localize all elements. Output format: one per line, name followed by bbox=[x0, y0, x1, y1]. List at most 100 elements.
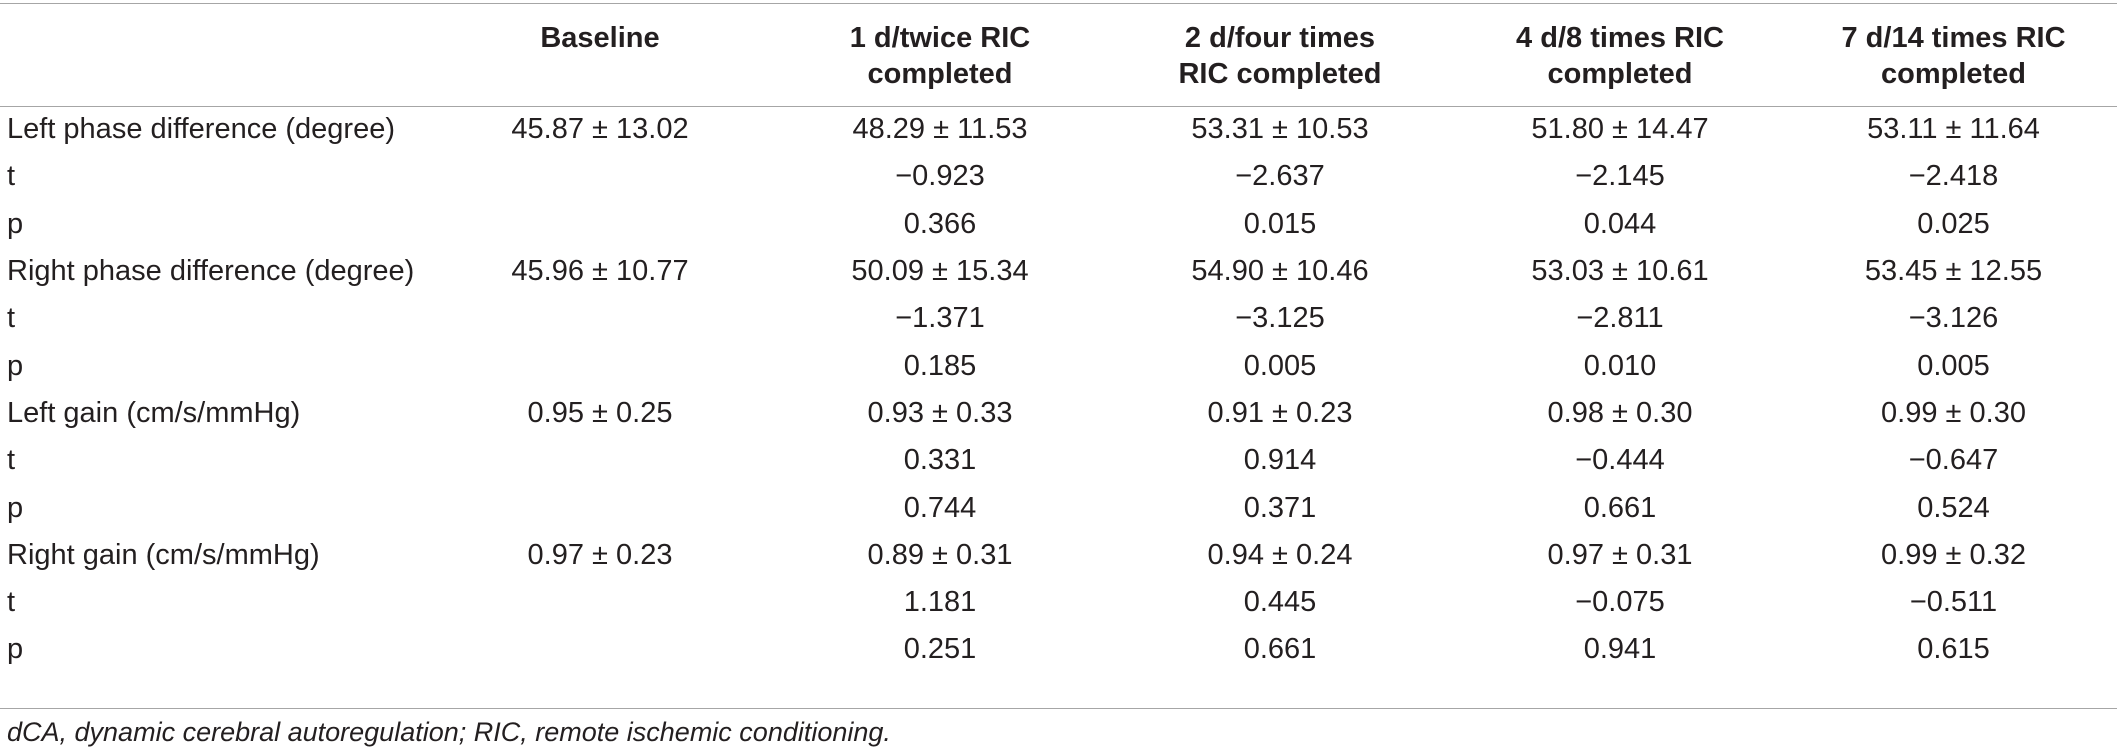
column-header: Baseline bbox=[430, 16, 770, 106]
table-row: t −0.923 −2.637 −2.145 −2.418 bbox=[0, 153, 2117, 200]
column-header: 7 d/14 times RIC completed bbox=[1790, 16, 2117, 106]
table-cell: 0.91 ± 0.23 bbox=[1207, 396, 1353, 429]
table-cell: 0.371 bbox=[1243, 491, 1317, 524]
table-cell: 0.185 bbox=[903, 349, 977, 382]
row-label: Left phase difference (degree) bbox=[7, 113, 396, 146]
row-label: Left gain (cm/s/mmHg) bbox=[7, 396, 301, 429]
table-cell: 0.005 bbox=[1917, 349, 1990, 382]
table-cell: 0.744 bbox=[903, 491, 977, 524]
table-header: Baseline 1 d/twice RIC completed 2 d/four t… bbox=[0, 16, 2117, 106]
column-header-line: completed bbox=[1547, 58, 1693, 90]
table-cell: 0.89 ± 0.31 bbox=[867, 538, 1013, 571]
table-cell: −0.511 bbox=[1909, 586, 1998, 619]
row-label: Right phase difference (degree) bbox=[7, 255, 415, 288]
table-cell: 0.015 bbox=[1243, 207, 1317, 240]
table-cell: 53.11 ± 11.64 bbox=[1867, 113, 2040, 146]
row-label: p bbox=[7, 349, 24, 382]
table-cell: −2.811 bbox=[1576, 302, 1664, 335]
table-cell: −0.923 bbox=[895, 160, 985, 193]
table-cell: 1.181 bbox=[903, 586, 977, 619]
table-cell bbox=[430, 437, 770, 484]
table-cell: 0.97 ± 0.23 bbox=[527, 538, 673, 571]
table-cell: −3.126 bbox=[1908, 302, 1999, 335]
table-cell: 0.95 ± 0.25 bbox=[527, 396, 673, 429]
table-cell: 45.87 ± 13.02 bbox=[511, 113, 689, 146]
column-header: 4 d/8 times RIC completed bbox=[1450, 16, 1790, 106]
column-header-line: completed bbox=[1880, 58, 2027, 90]
table-top-rule bbox=[0, 3, 2117, 4]
column-header: 1 d/twice RIC completed bbox=[770, 16, 1110, 106]
table-cell: 53.31 ± 10.53 bbox=[1191, 113, 1369, 146]
table-row: Right gain (cm/s/mmHg) 0.97 ± 0.23 0.89 ± … bbox=[0, 532, 2117, 579]
table-cell: 0.524 bbox=[1917, 491, 1990, 524]
table-cell bbox=[430, 579, 770, 626]
row-label: p bbox=[7, 633, 24, 666]
table-row: Left phase difference (degree) 45.87 ± 13… bbox=[0, 106, 2117, 153]
table-row: p 0.744 0.371 0.661 0.524 bbox=[0, 484, 2117, 531]
table-cell bbox=[430, 295, 770, 342]
column-header-line: 4 d/8 times RIC bbox=[1516, 22, 1724, 54]
table-bottom-rule bbox=[0, 708, 2117, 709]
table-cell: 45.96 ± 10.77 bbox=[511, 255, 689, 288]
table-cell: 0.97 ± 0.31 bbox=[1547, 538, 1693, 571]
table-header-rule bbox=[0, 106, 2117, 107]
table-cell: 50.09 ± 15.34 bbox=[851, 255, 1029, 288]
results-table: Baseline 1 d/twice RIC completed 2 d/four t… bbox=[0, 16, 2117, 674]
table-cell: 0.98 ± 0.30 bbox=[1547, 396, 1693, 429]
table-row: p 0.251 0.661 0.941 0.615 bbox=[0, 626, 2117, 673]
table-cell bbox=[430, 153, 770, 200]
table-cell: 0.615 bbox=[1917, 633, 1990, 666]
table-cell: 0.005 bbox=[1243, 349, 1317, 382]
table-cell: 0.93 ± 0.33 bbox=[867, 396, 1013, 429]
table-cell: 0.99 ± 0.32 bbox=[1881, 538, 2026, 571]
table-cell: 48.29 ± 11.53 bbox=[852, 113, 1028, 146]
column-header-line: completed bbox=[867, 58, 1013, 90]
table-cell: 0.044 bbox=[1583, 207, 1657, 240]
table-row: t −1.371 −3.125 −2.811 −3.126 bbox=[0, 295, 2117, 342]
table-cell: −0.444 bbox=[1575, 444, 1665, 477]
column-header-line: 7 d/14 times RIC bbox=[1841, 22, 2066, 54]
table-cell: 0.99 ± 0.30 bbox=[1881, 396, 2026, 429]
table-cell: 53.03 ± 10.61 bbox=[1531, 255, 1709, 288]
table-cell: 54.90 ± 10.46 bbox=[1191, 255, 1369, 288]
table-cell: −0.075 bbox=[1575, 586, 1665, 619]
table-cell: 0.251 bbox=[903, 633, 977, 666]
table-cell bbox=[430, 342, 770, 389]
row-label: t bbox=[7, 586, 16, 619]
column-header-line: RIC completed bbox=[1178, 58, 1382, 90]
row-label: t bbox=[7, 444, 16, 477]
table-cell: −2.418 bbox=[1908, 160, 1999, 193]
table-cell: 0.941 bbox=[1583, 633, 1657, 666]
row-label: p bbox=[7, 207, 24, 240]
table-row: p 0.185 0.005 0.010 0.005 bbox=[0, 342, 2117, 389]
table-row: Left gain (cm/s/mmHg) 0.95 ± 0.25 0.93 ± 0… bbox=[0, 390, 2117, 437]
table-cell: 51.80 ± 14.47 bbox=[1531, 113, 1709, 146]
table-row: t 1.181 0.445 −0.075 −0.511 bbox=[0, 579, 2117, 626]
table-cell: −2.637 bbox=[1235, 160, 1325, 193]
table-cell: 53.45 ± 12.55 bbox=[1864, 255, 2043, 288]
table-cell bbox=[430, 201, 770, 248]
table-cell: 0.366 bbox=[903, 207, 977, 240]
column-header-line: Baseline bbox=[540, 22, 660, 54]
table-cell: 0.661 bbox=[1583, 491, 1657, 524]
row-label: Right gain (cm/s/mmHg) bbox=[7, 538, 320, 571]
table-footnote: dCA, dynamic cerebral autoregulation; RI… bbox=[7, 717, 891, 747]
table-cell bbox=[430, 626, 770, 673]
table-row: p 0.366 0.015 0.044 0.025 bbox=[0, 201, 2117, 248]
table-cell: 0.914 bbox=[1243, 444, 1317, 477]
table-cell: 0.331 bbox=[903, 444, 977, 477]
header-row: Baseline 1 d/twice RIC completed 2 d/four t… bbox=[0, 16, 2117, 106]
column-header: 2 d/four times RIC completed bbox=[1110, 16, 1450, 106]
column-header-line: 1 d/twice RIC bbox=[849, 22, 1031, 54]
column-header-empty bbox=[0, 16, 430, 106]
table-cell: −1.371 bbox=[895, 302, 985, 335]
table-cell: −0.647 bbox=[1908, 444, 1999, 477]
table-cell: 0.445 bbox=[1243, 586, 1317, 619]
table-row: Right phase difference (degree) 45.96 ± 1… bbox=[0, 248, 2117, 295]
table-cell bbox=[430, 484, 770, 531]
column-header-line: 2 d/four times bbox=[1184, 22, 1376, 54]
table-body: Left phase difference (degree) 45.87 ± 13… bbox=[0, 106, 2117, 674]
table-cell: 0.661 bbox=[1243, 633, 1317, 666]
row-label: t bbox=[7, 160, 16, 193]
